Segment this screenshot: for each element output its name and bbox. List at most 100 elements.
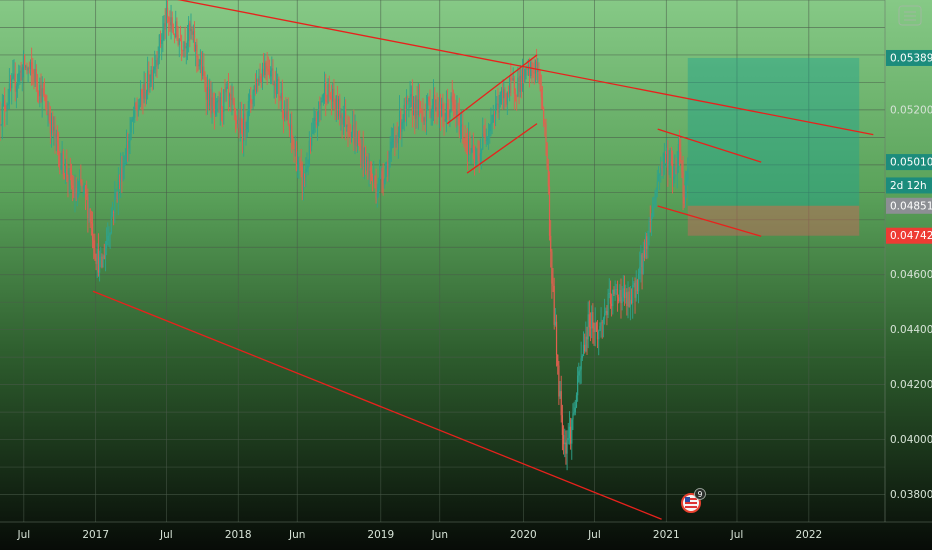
candle-body (599, 326, 601, 331)
candle-body (5, 110, 7, 112)
candle-body (154, 66, 156, 70)
candle-body (528, 65, 531, 76)
candle-body (47, 113, 49, 115)
candle-body (687, 168, 689, 180)
candle-body (531, 62, 533, 69)
candle-body (558, 365, 560, 397)
candle-body (577, 375, 579, 396)
candle-body (127, 144, 129, 149)
candle-body (461, 124, 463, 127)
candle-body (288, 123, 291, 131)
candle-body (475, 162, 477, 163)
trendlines[interactable] (92, 0, 874, 520)
candle-body (253, 85, 255, 92)
candle-body (585, 336, 587, 352)
candle-body (313, 120, 315, 130)
candle-body (343, 109, 346, 118)
candle-body (143, 83, 145, 100)
candle-body (364, 147, 367, 162)
candle-body (73, 187, 75, 198)
candle-body (316, 122, 319, 125)
candle-body (394, 138, 396, 140)
candle-body (555, 321, 558, 355)
stop-zone[interactable] (687, 205, 860, 236)
candle-body (252, 91, 254, 104)
candle-body (548, 186, 551, 236)
candle-body (319, 102, 321, 106)
candle-body (148, 70, 150, 88)
settings-icon[interactable] (898, 5, 922, 26)
trendline[interactable] (657, 128, 762, 163)
candle-body (411, 93, 414, 115)
candle-body (436, 107, 438, 111)
candle-body (206, 87, 208, 100)
candle-body (646, 236, 648, 250)
candle-body (614, 289, 616, 295)
candle-body (274, 83, 276, 95)
candle-body (620, 289, 622, 304)
candle-body (66, 164, 68, 177)
candle-body (452, 101, 455, 106)
price-axis[interactable]: 0.03800 0.04000 0.04200 0.04400 0.04600 0.052… (890, 104, 932, 501)
trendline[interactable] (166, 0, 874, 136)
candle-body (168, 17, 170, 22)
candle-body (191, 29, 193, 35)
trendline[interactable] (446, 54, 538, 125)
candle-body (77, 185, 80, 194)
candle-body (466, 143, 469, 155)
candle-body (277, 78, 279, 81)
candle-body (640, 254, 642, 268)
candle-body (38, 90, 40, 97)
candle-body (353, 125, 355, 144)
event-flag-icon[interactable]: 9 (681, 488, 706, 513)
candle-body (480, 149, 483, 154)
candle-body (322, 94, 324, 102)
candle-body (621, 297, 623, 304)
trendline[interactable] (466, 123, 538, 174)
candle-body (553, 286, 555, 325)
candle-body (458, 111, 460, 135)
candle-body (83, 185, 85, 187)
candle-body (505, 97, 507, 105)
candle-body (0, 124, 2, 126)
candle-body (362, 146, 364, 167)
candle-body (500, 91, 503, 93)
candle-body (96, 248, 98, 264)
candle-body (448, 109, 450, 118)
candle-body (502, 91, 504, 99)
candle-body (175, 21, 177, 38)
x-tick-label: Jul (16, 529, 30, 541)
candle-body (589, 327, 592, 329)
candle-body (232, 98, 234, 104)
candle-body (379, 173, 381, 187)
candle-body (189, 23, 191, 32)
candle-body (251, 103, 253, 104)
candle-body (429, 101, 431, 119)
candle-body (539, 71, 541, 90)
candle-body (225, 87, 227, 93)
candle-body (50, 116, 53, 134)
candle-body (547, 167, 549, 187)
candle-body (4, 100, 6, 111)
candle-body (465, 142, 467, 144)
trendline[interactable] (657, 205, 762, 237)
candle-body (644, 236, 647, 258)
candle-body (430, 111, 432, 119)
candle-body (80, 179, 82, 183)
candle-body (182, 50, 184, 52)
candle-body (341, 115, 343, 125)
candle-body (360, 146, 362, 163)
time-axis[interactable]: Jul 2017 Jul 2018 Jun 2019 Jun 2020 Jul 2021 Jul 20… (16, 529, 822, 541)
candle-body (114, 192, 116, 213)
candle-body (648, 220, 650, 232)
candle-body (29, 62, 32, 69)
candle-body (493, 113, 496, 115)
candle-body (320, 101, 322, 106)
target-zone[interactable] (687, 57, 860, 206)
candle-body (200, 59, 203, 76)
candle-body (642, 250, 644, 274)
trendline[interactable] (92, 290, 662, 520)
candle-body (292, 137, 294, 146)
candle-body (210, 89, 212, 114)
